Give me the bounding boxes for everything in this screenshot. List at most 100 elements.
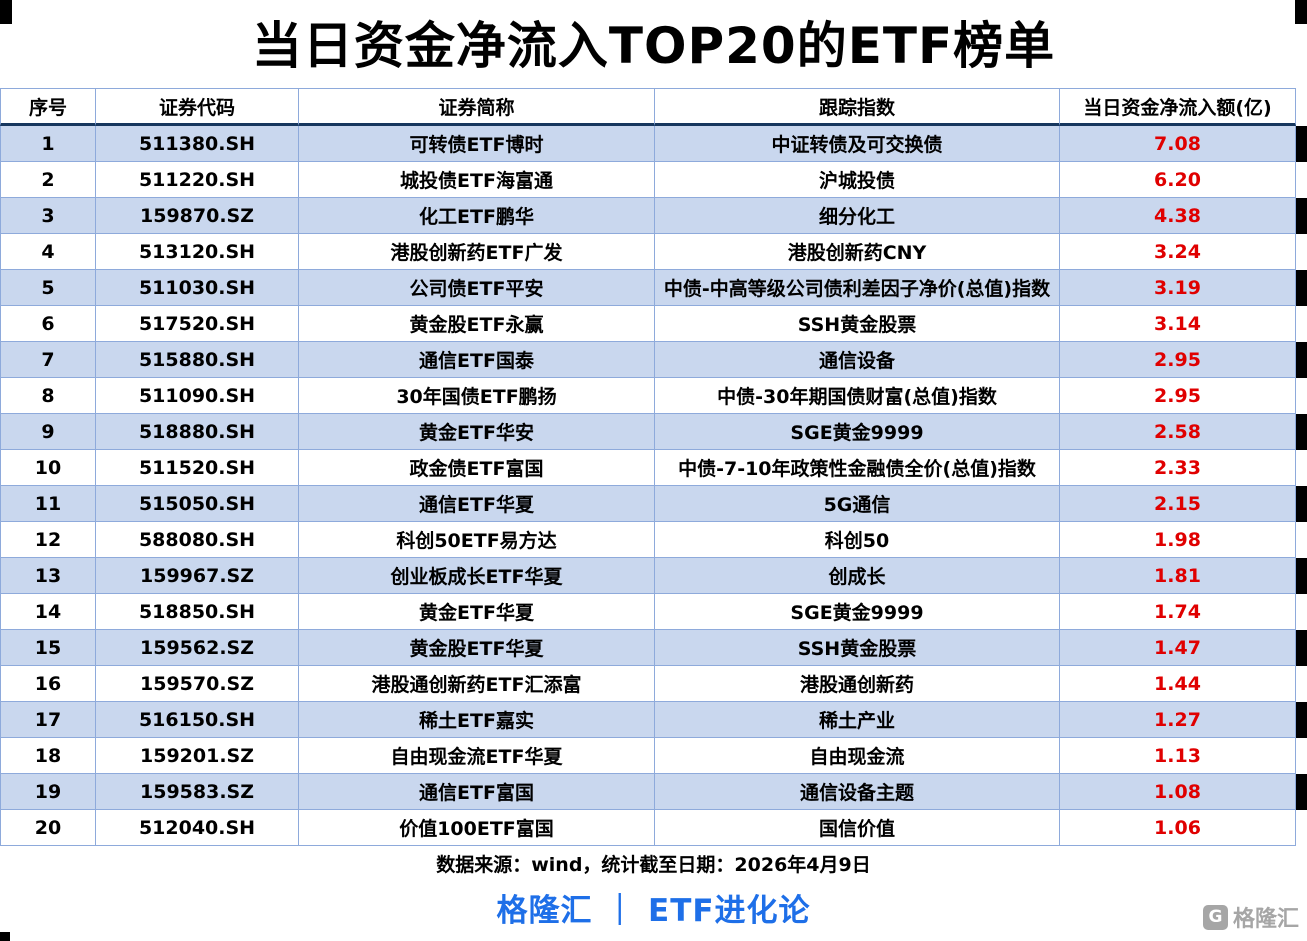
cell-code: 515050.SH bbox=[96, 486, 299, 522]
cell-index: 细分化工 bbox=[655, 198, 1060, 234]
table-row: 13 159967.SZ 创业板成长ETF华夏 创成长 1.81 bbox=[0, 558, 1307, 594]
cell-name: 价值100ETF富国 bbox=[299, 810, 655, 846]
cell-index: 中债-7-10年政策性金融债全价(总值)指数 bbox=[655, 450, 1060, 486]
cell-code: 518880.SH bbox=[96, 414, 299, 450]
cell-name: 黄金ETF华夏 bbox=[299, 594, 655, 630]
right-edge-strip bbox=[1296, 414, 1307, 450]
header-inflow: 当日资金净流入额(亿) bbox=[1060, 88, 1296, 126]
table-row: 17 516150.SH 稀土ETF嘉实 稀土产业 1.27 bbox=[0, 702, 1307, 738]
cell-code: 159967.SZ bbox=[96, 558, 299, 594]
cell-rank: 14 bbox=[0, 594, 96, 630]
header-code: 证券代码 bbox=[96, 88, 299, 126]
header-rank: 序号 bbox=[0, 88, 96, 126]
right-edge-strip bbox=[1296, 738, 1307, 774]
cell-rank: 3 bbox=[0, 198, 96, 234]
cell-inflow: 2.95 bbox=[1060, 342, 1296, 378]
cell-index: 科创50 bbox=[655, 522, 1060, 558]
cell-name: 黄金股ETF华夏 bbox=[299, 630, 655, 666]
right-edge-strip bbox=[1296, 702, 1307, 738]
right-edge-strip bbox=[1296, 306, 1307, 342]
right-edge-strip bbox=[1296, 774, 1307, 810]
cell-index: 中债-中高等级公司债利差因子净价(总值)指数 bbox=[655, 270, 1060, 306]
cell-inflow: 1.06 bbox=[1060, 810, 1296, 846]
right-edge-strip bbox=[1296, 450, 1307, 486]
cell-inflow: 1.13 bbox=[1060, 738, 1296, 774]
cell-code: 518850.SH bbox=[96, 594, 299, 630]
cell-rank: 18 bbox=[0, 738, 96, 774]
cell-name: 创业板成长ETF华夏 bbox=[299, 558, 655, 594]
cell-inflow: 4.38 bbox=[1060, 198, 1296, 234]
table-row: 8 511090.SH 30年国债ETF鹏扬 中债-30年期国债财富(总值)指数… bbox=[0, 378, 1307, 414]
cell-inflow: 3.14 bbox=[1060, 306, 1296, 342]
right-edge-strip bbox=[1296, 666, 1307, 702]
cell-inflow: 3.24 bbox=[1060, 234, 1296, 270]
cell-code: 511030.SH bbox=[96, 270, 299, 306]
right-edge-strip bbox=[1296, 88, 1307, 126]
table-row: 14 518850.SH 黄金ETF华夏 SGE黄金9999 1.74 bbox=[0, 594, 1307, 630]
cell-rank: 5 bbox=[0, 270, 96, 306]
cell-name: 通信ETF华夏 bbox=[299, 486, 655, 522]
cell-rank: 9 bbox=[0, 414, 96, 450]
cell-name: 自由现金流ETF华夏 bbox=[299, 738, 655, 774]
cell-inflow: 2.33 bbox=[1060, 450, 1296, 486]
cell-name: 通信ETF富国 bbox=[299, 774, 655, 810]
table-row: 20 512040.SH 价值100ETF富国 国信价值 1.06 bbox=[0, 810, 1307, 846]
cell-inflow: 1.47 bbox=[1060, 630, 1296, 666]
cell-name: 黄金股ETF永赢 bbox=[299, 306, 655, 342]
cell-name: 30年国债ETF鹏扬 bbox=[299, 378, 655, 414]
cell-inflow: 2.58 bbox=[1060, 414, 1296, 450]
cell-inflow: 1.74 bbox=[1060, 594, 1296, 630]
cell-rank: 11 bbox=[0, 486, 96, 522]
right-edge-strip bbox=[1296, 234, 1307, 270]
table-row: 19 159583.SZ 通信ETF富国 通信设备主题 1.08 bbox=[0, 774, 1307, 810]
data-source-note: 数据来源：wind，统计截至日期：2026年4月9日 bbox=[436, 854, 871, 876]
cell-inflow: 1.98 bbox=[1060, 522, 1296, 558]
cell-inflow: 3.19 bbox=[1060, 270, 1296, 306]
frame-corner-top-left bbox=[0, 0, 12, 24]
table-row: 18 159201.SZ 自由现金流ETF华夏 自由现金流 1.13 bbox=[0, 738, 1307, 774]
cell-name: 公司债ETF平安 bbox=[299, 270, 655, 306]
right-edge-strip bbox=[1296, 270, 1307, 306]
cell-name: 科创50ETF易方达 bbox=[299, 522, 655, 558]
cell-index: 自由现金流 bbox=[655, 738, 1060, 774]
cell-code: 511380.SH bbox=[96, 126, 299, 162]
right-edge-strip bbox=[1296, 378, 1307, 414]
cell-name: 通信ETF国泰 bbox=[299, 342, 655, 378]
gelonghui-logo-text: 格隆汇 bbox=[1232, 907, 1299, 932]
cell-name: 港股创新药ETF广发 bbox=[299, 234, 655, 270]
cell-index: SSH黄金股票 bbox=[655, 306, 1060, 342]
right-edge-strip bbox=[1296, 126, 1307, 162]
cell-inflow: 1.44 bbox=[1060, 666, 1296, 702]
header-index: 跟踪指数 bbox=[655, 88, 1060, 126]
cell-code: 515880.SH bbox=[96, 342, 299, 378]
table-body: 1 511380.SH 可转债ETF博时 中证转债及可交换债 7.08 2 51… bbox=[0, 126, 1307, 846]
table-row: 12 588080.SH 科创50ETF易方达 科创50 1.98 bbox=[0, 522, 1307, 558]
right-edge-strip bbox=[1296, 342, 1307, 378]
table-row: 11 515050.SH 通信ETF华夏 5G通信 2.15 bbox=[0, 486, 1307, 522]
cell-rank: 15 bbox=[0, 630, 96, 666]
table-row: 3 159870.SZ 化工ETF鹏华 细分化工 4.38 bbox=[0, 198, 1307, 234]
cell-name: 稀土ETF嘉实 bbox=[299, 702, 655, 738]
cell-inflow: 2.15 bbox=[1060, 486, 1296, 522]
cell-inflow: 7.08 bbox=[1060, 126, 1296, 162]
cell-rank: 2 bbox=[0, 162, 96, 198]
cell-code: 516150.SH bbox=[96, 702, 299, 738]
cell-index: 国信价值 bbox=[655, 810, 1060, 846]
right-edge-strip bbox=[1296, 522, 1307, 558]
table-row: 15 159562.SZ 黄金股ETF华夏 SSH黄金股票 1.47 bbox=[0, 630, 1307, 666]
cell-rank: 10 bbox=[0, 450, 96, 486]
cell-inflow: 6.20 bbox=[1060, 162, 1296, 198]
cell-name: 港股通创新药ETF汇添富 bbox=[299, 666, 655, 702]
cell-name: 黄金ETF华安 bbox=[299, 414, 655, 450]
cell-rank: 12 bbox=[0, 522, 96, 558]
cell-index: SGE黄金9999 bbox=[655, 594, 1060, 630]
gelonghui-logo-icon: G bbox=[1202, 904, 1228, 930]
cell-index: 创成长 bbox=[655, 558, 1060, 594]
cell-rank: 20 bbox=[0, 810, 96, 846]
cell-rank: 16 bbox=[0, 666, 96, 702]
cell-rank: 19 bbox=[0, 774, 96, 810]
cell-rank: 13 bbox=[0, 558, 96, 594]
cell-code: 588080.SH bbox=[96, 522, 299, 558]
right-edge-strip bbox=[1296, 810, 1307, 846]
